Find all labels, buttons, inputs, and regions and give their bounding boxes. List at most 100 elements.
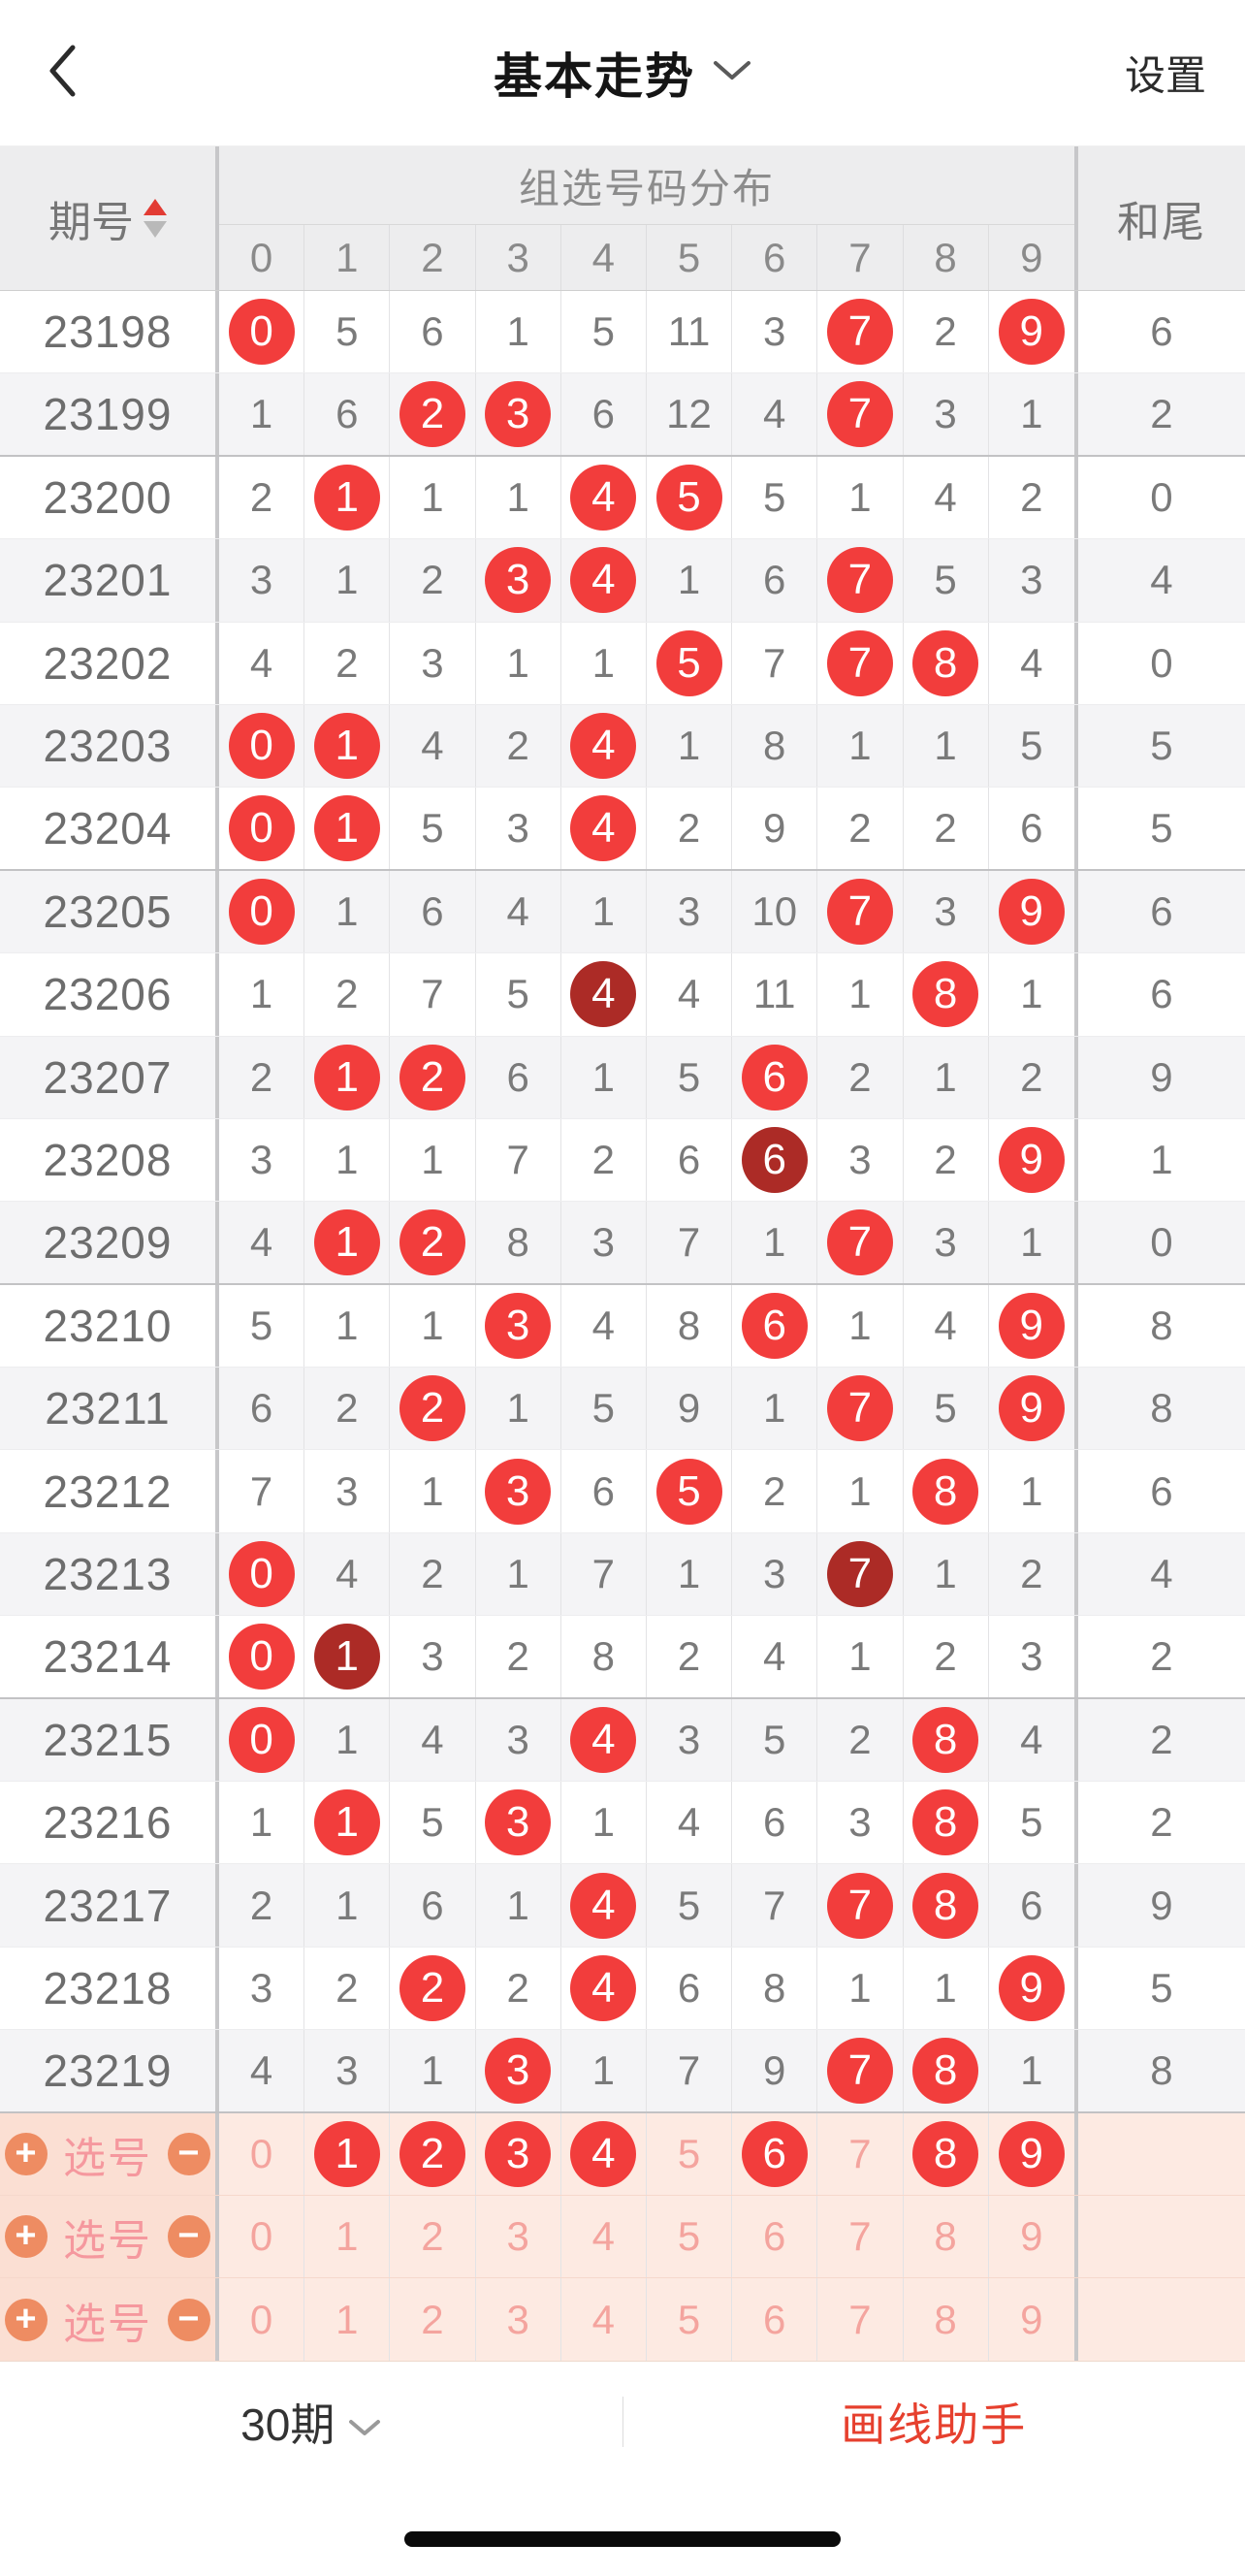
title-dropdown[interactable]: 基本走势	[494, 38, 751, 108]
home-indicator[interactable]	[404, 2531, 841, 2547]
digit-header-cell: 4	[561, 225, 647, 290]
selection-digit-cell[interactable]: 8	[904, 2195, 989, 2278]
digit-cell: 9	[989, 1119, 1074, 1201]
selection-digit-cell[interactable]: 6	[732, 2278, 818, 2361]
digit-header-cell: 6	[732, 225, 818, 290]
number-ball: 6	[741, 1127, 808, 1194]
selection-label: 选号	[63, 2134, 152, 2182]
selection-digit-cell[interactable]: 5	[647, 2278, 733, 2361]
digit-cell: 2	[647, 1616, 733, 1697]
selection-digit-cell[interactable]: 2	[390, 2278, 476, 2361]
sum-tail-cell: 2	[1073, 1698, 1245, 1782]
number-ball: 6	[741, 1292, 808, 1359]
settings-button[interactable]: 设置	[1124, 52, 1206, 99]
digit-cell: 1	[1020, 1218, 1043, 1265]
table-row: 23205 0 1 6 4 1 3 10 7 3 9 6	[0, 870, 1245, 954]
selection-digit-cell[interactable]: 2	[390, 2112, 476, 2195]
digit-cell: 8	[904, 1450, 989, 1532]
remove-selection-button[interactable]: −	[168, 2298, 210, 2341]
selection-digit-cell[interactable]: 0	[219, 2278, 305, 2361]
digit-cell: 4	[561, 456, 647, 539]
back-button[interactable]	[41, 44, 83, 102]
selection-digit-cell[interactable]: 7	[817, 2278, 904, 2361]
digit-cell: 2	[390, 1368, 476, 1450]
digit-cell: 4	[904, 1284, 989, 1368]
selection-digit-cell[interactable]: 3	[476, 2195, 561, 2278]
selection-digit-cell[interactable]: 1	[304, 2278, 391, 2361]
period-header-sort[interactable]: 期号	[0, 146, 219, 290]
selection-digit-cell[interactable]: 7	[817, 2195, 904, 2278]
number-ball: 9	[998, 1955, 1065, 2021]
digit-cell: 0	[219, 704, 305, 788]
selection-digit-cell[interactable]: 3	[476, 2112, 561, 2195]
selection-digit-cell[interactable]: 6	[732, 2195, 818, 2278]
selection-digit-cell[interactable]: 9	[989, 2113, 1074, 2195]
add-selection-button[interactable]: +	[5, 2215, 48, 2259]
add-selection-button[interactable]: +	[5, 2298, 48, 2341]
digit-cell: 1	[219, 1782, 305, 1864]
selection-digit-cell[interactable]: 5	[647, 2195, 733, 2278]
sum-tail-cell: 2	[1073, 1782, 1245, 1864]
digit-cell: 5	[647, 622, 733, 704]
number-ball: 9	[998, 299, 1065, 366]
digit-cell: 3	[304, 2030, 391, 2111]
digit-cell: 2	[219, 1036, 305, 1118]
digit-cell: 9	[989, 1368, 1074, 1449]
digit-cell: 1	[647, 704, 733, 788]
selection-digit-cell[interactable]: 4	[561, 2112, 647, 2195]
digit-cell: 2	[390, 1947, 476, 2030]
digit-cell: 5	[904, 539, 989, 622]
selection-digit-cell[interactable]: 4	[561, 2195, 647, 2278]
digit-cell: 4	[904, 456, 989, 539]
selection-digit-cell[interactable]: 9	[1020, 2296, 1043, 2342]
selection-sum-tail-cell	[1073, 2278, 1245, 2361]
digit-cell: 4	[561, 953, 647, 1036]
digit-cell: 1	[304, 704, 391, 788]
selection-digit-cell[interactable]: 2	[390, 2195, 476, 2278]
selection-digit-cell[interactable]: 1	[304, 2112, 391, 2195]
digit-cell: 5	[732, 1698, 818, 1782]
digit-cell: 1	[476, 1864, 561, 1947]
period-cell: 23210	[0, 1284, 219, 1368]
digit-cell: 7	[817, 870, 904, 953]
selection-digit-cell[interactable]: 1	[304, 2195, 391, 2278]
table-row: 23206 1 2 7 5 4 4 11 1 8 1 6	[0, 953, 1245, 1037]
digit-cell: 5	[390, 1782, 476, 1864]
selection-digit-cell[interactable]: 5	[647, 2112, 733, 2195]
number-ball: 7	[826, 2037, 893, 2104]
digit-cell: 7	[817, 539, 904, 622]
selection-digit-cell[interactable]: 4	[561, 2278, 647, 2361]
sum-tail-cell: 0	[1073, 456, 1245, 539]
selection-digit-cell[interactable]: 0	[219, 2112, 305, 2195]
add-selection-button[interactable]: +	[5, 2132, 48, 2175]
number-ball: 8	[912, 961, 979, 1028]
selection-digit-cell[interactable]: 3	[476, 2278, 561, 2361]
digit-cell: 12	[647, 373, 733, 455]
number-ball: 4	[570, 961, 637, 1028]
selection-digit-cell[interactable]: 9	[1020, 2213, 1043, 2260]
sum-tail-cell: 9	[1073, 1864, 1245, 1947]
digit-cell: 5	[647, 1864, 733, 1947]
digit-cell: 1	[817, 1616, 904, 1697]
selection-digit-cell[interactable]: 0	[219, 2195, 305, 2278]
selection-digit-cell[interactable]: 6	[732, 2112, 818, 2195]
digit-cell: 9	[732, 788, 818, 869]
remove-selection-button[interactable]: −	[168, 2132, 210, 2175]
selection-digit-cell[interactable]: 8	[904, 2112, 989, 2195]
number-ball: 5	[655, 629, 722, 696]
period-cell: 23213	[0, 1532, 219, 1616]
sort-desc-icon	[144, 221, 167, 238]
table-row: 23200 2 1 1 1 4 5 5 1 4 2 0	[0, 456, 1245, 540]
remove-selection-button[interactable]: −	[168, 2215, 210, 2259]
digit-cell: 6	[561, 1450, 647, 1532]
digit-cell: 1	[476, 1368, 561, 1450]
digit-cell: 3	[1020, 1632, 1043, 1679]
digit-cell: 3	[476, 788, 561, 869]
table-row: 23217 2 1 6 1 4 5 7 7 8 6 9	[0, 1864, 1245, 1948]
sum-tail-cell: 9	[1073, 1036, 1245, 1118]
draw-line-assistant-button[interactable]: 画线助手	[841, 2399, 1028, 2451]
period-cell: 23207	[0, 1036, 219, 1118]
selection-digit-cell[interactable]: 7	[817, 2112, 904, 2195]
period-count-dropdown[interactable]: 30期	[240, 2390, 381, 2454]
selection-digit-cell[interactable]: 8	[904, 2278, 989, 2361]
